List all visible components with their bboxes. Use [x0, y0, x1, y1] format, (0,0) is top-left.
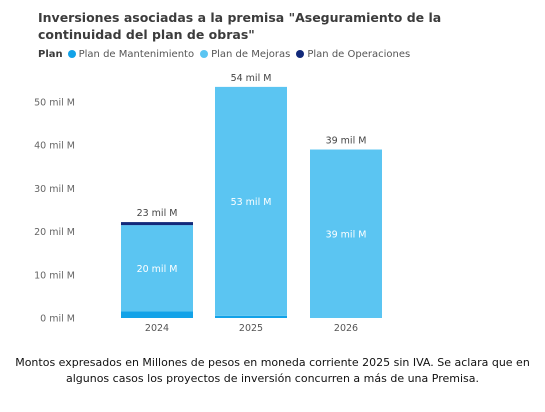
legend-item-mejoras[interactable]: Plan de Mejoras: [200, 49, 290, 60]
legend-dot-mantenimiento: [67, 50, 76, 58]
footnote: Montos expresados en Millones de pesos e…: [0, 355, 545, 387]
y-tick-label: 30 mil M: [34, 184, 75, 195]
legend-dot-mejoras: [200, 50, 209, 58]
segment-label: 20 mil M: [137, 264, 178, 275]
chart-plot: 0 mil M 10 mil M 20 mil M 30 mil M 40 mil M 5…: [34, 73, 382, 334]
legend-label-operaciones: Plan de Operaciones: [307, 48, 411, 60]
segment-label: 53 mil M: [231, 197, 272, 208]
total-label: 23 mil M: [137, 208, 178, 219]
legend: Plan Plan de Mantenimiento Plan de Mejor…: [38, 47, 416, 61]
bar-segment-2025-plan-de-mejoras: [215, 86, 287, 316]
chart-title: Inversiones asociadas a la premisa "Aseg…: [38, 10, 442, 42]
legend-label-mejoras: Plan de Mejoras: [211, 48, 291, 60]
bar-segment-2025-plan-de-mantenimiento: [215, 315, 287, 318]
y-tick-label: 50 mil M: [34, 98, 75, 109]
legend-title: Plan: [38, 48, 63, 60]
footnote-line-2: algunos casos los proyectos de inversión…: [65, 372, 479, 385]
y-tick-label: 40 mil M: [34, 141, 75, 152]
y-tick-label: 0 mil M: [40, 314, 75, 325]
legend-label-mantenimiento: Plan de Mantenimiento: [78, 48, 195, 60]
bar-segment-2024-plan-de-mejoras: [121, 225, 193, 312]
footnote-line-1: Montos expresados en Millones de pesos e…: [15, 356, 530, 369]
x-tick-label: 2025: [239, 323, 263, 334]
y-tick-label: 10 mil M: [34, 270, 75, 281]
total-label: 39 mil M: [326, 136, 367, 147]
bar-segment-2024-plan-de-operaciones: [121, 222, 193, 226]
legend-dot-operaciones: [296, 50, 305, 58]
segment-label: 39 mil M: [326, 229, 367, 240]
legend-item-operaciones[interactable]: Plan de Operaciones: [296, 49, 410, 60]
y-tick-label: 20 mil M: [34, 227, 75, 238]
legend-item-mantenimiento[interactable]: Plan de Mantenimiento: [67, 48, 195, 60]
bar-segment-2026-plan-de-mejoras: [310, 149, 382, 318]
bar-segment-2024-plan-de-mantenimiento: [121, 311, 193, 318]
x-tick-label: 2024: [145, 323, 169, 334]
x-tick-label: 2026: [334, 323, 358, 334]
total-label: 54 mil M: [231, 73, 272, 84]
